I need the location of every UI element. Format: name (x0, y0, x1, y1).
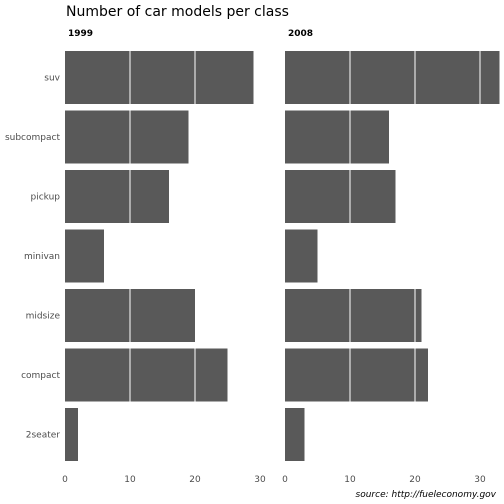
bar (285, 348, 428, 402)
chart-title: Number of car models per class (66, 4, 289, 20)
bar (285, 408, 305, 461)
bar (285, 51, 500, 104)
category-label: suv (44, 74, 60, 84)
bar (285, 289, 422, 342)
category-label: pickup (30, 193, 60, 203)
x-tick-label: 30 (474, 475, 486, 485)
bar (65, 51, 254, 104)
bar (285, 110, 389, 164)
bar (285, 229, 318, 283)
x-tick-label: 30 (254, 475, 266, 485)
category-label: compact (21, 371, 60, 381)
panel-label: 2008 (288, 29, 313, 39)
x-tick-label: 10 (344, 475, 356, 485)
category-label: midsize (26, 312, 61, 322)
panel-1999: 1999 0 10 20 30 (62, 29, 266, 485)
panel-label: 1999 (68, 29, 93, 39)
chart-caption: source: http://fueleconomy.gov (356, 490, 497, 500)
bar (65, 170, 169, 223)
bar (65, 110, 189, 164)
bar (65, 408, 78, 461)
x-tick-label: 0 (282, 475, 288, 485)
bar (65, 229, 104, 283)
bar (285, 170, 396, 223)
x-tick-label: 20 (409, 475, 421, 485)
x-tick-label: 10 (124, 475, 136, 485)
category-labels: suv subcompact pickup minivan midsize compact… (5, 74, 61, 441)
bar (65, 348, 228, 402)
category-label: subcompact (5, 133, 61, 143)
chart-panels: 1999 0 10 20 30 2008 0 10 20 30 (62, 29, 500, 485)
category-label: minivan (24, 252, 60, 262)
category-label: 2seater (26, 431, 61, 441)
panel-2008: 2008 0 10 20 30 (282, 29, 500, 485)
x-tick-label: 0 (62, 475, 68, 485)
x-tick-label: 20 (189, 475, 201, 485)
